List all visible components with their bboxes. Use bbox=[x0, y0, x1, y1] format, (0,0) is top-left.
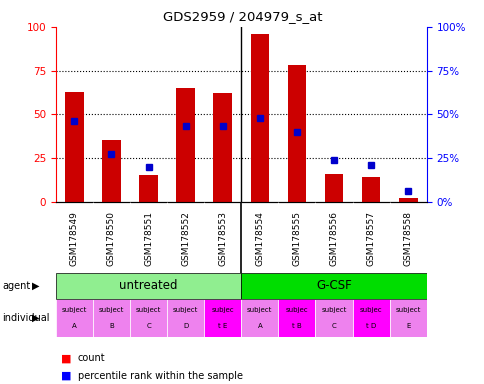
Text: agent: agent bbox=[2, 281, 30, 291]
Text: A: A bbox=[257, 323, 262, 329]
Text: t E: t E bbox=[218, 323, 227, 329]
Text: percentile rank within the sample: percentile rank within the sample bbox=[77, 371, 242, 381]
Bar bbox=[241, 273, 426, 299]
Bar bbox=[315, 299, 352, 337]
Text: GSM178551: GSM178551 bbox=[144, 211, 153, 266]
Text: C: C bbox=[146, 323, 151, 329]
Text: ▶: ▶ bbox=[31, 281, 39, 291]
Text: E: E bbox=[405, 323, 409, 329]
Bar bbox=[130, 299, 166, 337]
Text: subject: subject bbox=[173, 306, 198, 313]
Bar bbox=[166, 299, 204, 337]
Text: subjec: subjec bbox=[285, 306, 308, 313]
Text: t D: t D bbox=[365, 323, 376, 329]
Text: GSM178556: GSM178556 bbox=[329, 211, 338, 266]
Text: GDS2959 / 204979_s_at: GDS2959 / 204979_s_at bbox=[163, 10, 321, 23]
Text: subjec: subjec bbox=[359, 306, 382, 313]
Bar bbox=[287, 65, 305, 202]
Bar bbox=[324, 174, 343, 202]
Text: subject: subject bbox=[395, 306, 420, 313]
Bar bbox=[250, 34, 269, 202]
Bar bbox=[56, 273, 241, 299]
Text: subject: subject bbox=[136, 306, 161, 313]
Bar bbox=[139, 175, 157, 202]
Text: GSM178555: GSM178555 bbox=[292, 211, 301, 266]
Text: count: count bbox=[77, 353, 105, 363]
Bar bbox=[389, 299, 426, 337]
Bar bbox=[204, 299, 241, 337]
Bar bbox=[241, 299, 278, 337]
Text: ▶: ▶ bbox=[31, 313, 39, 323]
Text: D: D bbox=[182, 323, 188, 329]
Text: GSM178557: GSM178557 bbox=[366, 211, 375, 266]
Text: B: B bbox=[109, 323, 114, 329]
Text: GSM178550: GSM178550 bbox=[106, 211, 116, 266]
Text: GSM178549: GSM178549 bbox=[70, 211, 79, 266]
Bar bbox=[176, 88, 195, 202]
Bar bbox=[278, 299, 315, 337]
Text: GSM178552: GSM178552 bbox=[181, 211, 190, 266]
Text: GSM178554: GSM178554 bbox=[255, 211, 264, 266]
Text: ■: ■ bbox=[60, 371, 71, 381]
Text: individual: individual bbox=[2, 313, 50, 323]
Text: subject: subject bbox=[99, 306, 124, 313]
Text: ■: ■ bbox=[60, 353, 71, 363]
Text: subjec: subjec bbox=[211, 306, 234, 313]
Text: subject: subject bbox=[321, 306, 346, 313]
Text: untreated: untreated bbox=[119, 279, 178, 292]
Text: GSM178553: GSM178553 bbox=[218, 211, 227, 266]
Bar bbox=[213, 93, 231, 202]
Bar bbox=[93, 299, 130, 337]
Text: subject: subject bbox=[61, 306, 87, 313]
Text: C: C bbox=[331, 323, 336, 329]
Text: subject: subject bbox=[247, 306, 272, 313]
Bar bbox=[352, 299, 389, 337]
Bar bbox=[65, 91, 83, 202]
Bar bbox=[398, 198, 417, 202]
Bar bbox=[361, 177, 379, 202]
Bar bbox=[56, 299, 93, 337]
Text: G-CSF: G-CSF bbox=[316, 279, 351, 292]
Text: GSM178558: GSM178558 bbox=[403, 211, 412, 266]
Bar bbox=[102, 141, 121, 202]
Text: A: A bbox=[72, 323, 76, 329]
Text: t B: t B bbox=[291, 323, 301, 329]
